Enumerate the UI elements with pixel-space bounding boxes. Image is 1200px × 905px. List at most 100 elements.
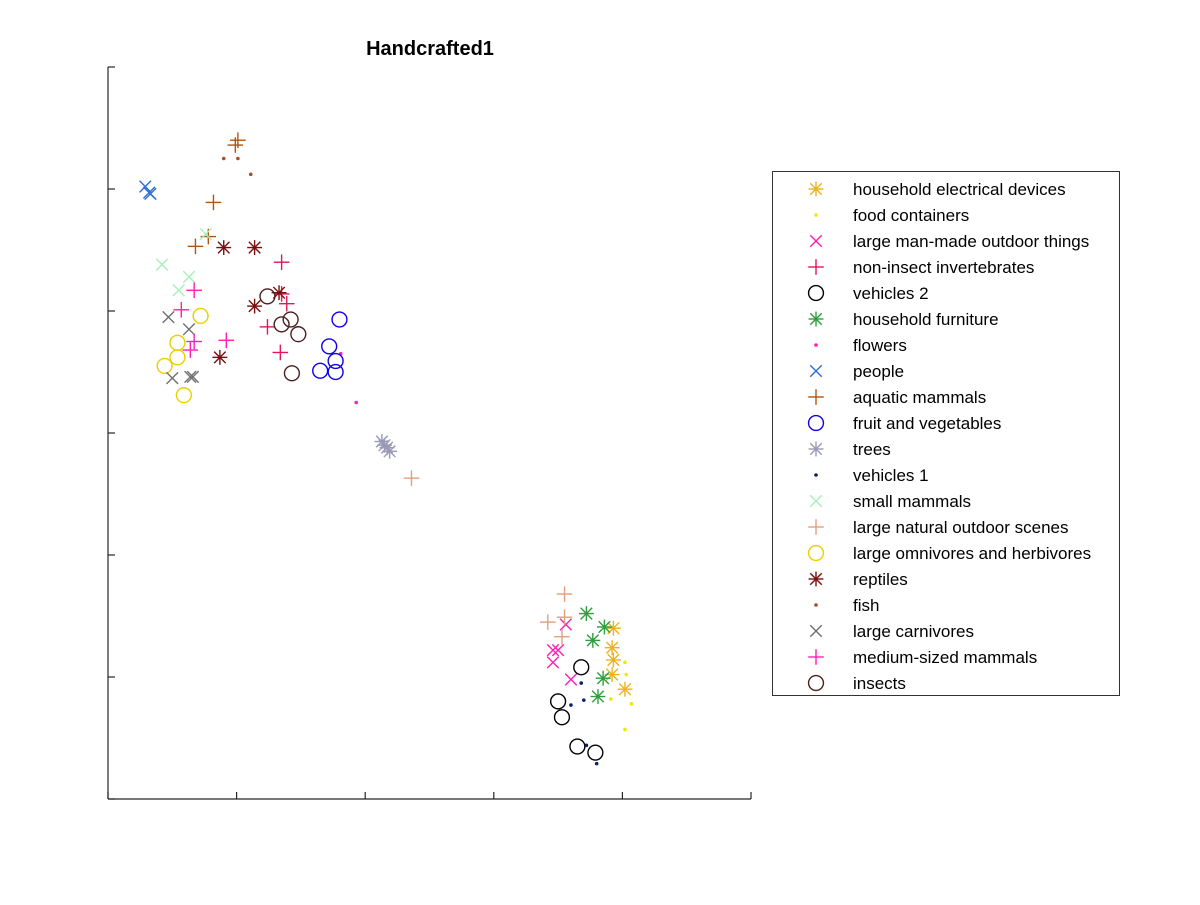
legend-marker	[807, 544, 825, 562]
data-point	[546, 643, 560, 657]
data-point	[175, 387, 193, 404]
data-point	[579, 681, 584, 685]
data-point	[609, 697, 613, 701]
legend-label: vehicles 1	[853, 466, 929, 485]
data-point	[139, 180, 152, 193]
data-point	[186, 333, 202, 350]
legend-item: trees	[773, 436, 1119, 462]
data-point	[549, 693, 567, 710]
chart-title: Handcrafted1	[366, 38, 494, 60]
data-point	[272, 344, 289, 361]
data-point	[327, 352, 344, 370]
legend-item: food containers	[773, 202, 1119, 228]
data-point	[273, 254, 290, 270]
data-point	[379, 440, 395, 456]
legend-item: aquatic mammals	[773, 384, 1119, 410]
data-point	[587, 744, 604, 761]
data-point	[172, 284, 185, 297]
data-point	[278, 295, 295, 312]
data-point	[162, 310, 175, 324]
data-point	[182, 270, 196, 284]
data-point	[273, 286, 290, 302]
data-point	[283, 365, 301, 382]
data-point	[212, 349, 228, 365]
data-point	[540, 614, 556, 630]
data-point	[144, 187, 157, 201]
legend-item: household furniture	[773, 306, 1119, 332]
data-point	[590, 689, 606, 704]
data-point	[556, 586, 573, 602]
legend-label: people	[853, 362, 905, 381]
legend-item: large carnivores	[773, 618, 1119, 644]
data-point	[624, 672, 629, 677]
data-point	[166, 371, 179, 385]
legend-label: large natural outdoor scenes	[853, 518, 1069, 537]
data-point	[290, 326, 307, 343]
legend-label: flowers	[853, 336, 907, 355]
legend-marker	[807, 674, 825, 692]
legend-label: vehicles 2	[853, 284, 929, 303]
legend-item: vehicles 2	[773, 280, 1119, 306]
legend-item: insects	[773, 670, 1119, 696]
legend-label: non-insect invertebrates	[853, 258, 1035, 277]
legend-item: fruit and vegetables	[773, 410, 1119, 436]
legend-marker	[809, 624, 823, 638]
legend-marker	[809, 234, 823, 248]
data-point	[553, 709, 571, 726]
data-point	[182, 342, 199, 358]
legend-item: household electrical devices	[773, 176, 1119, 202]
data-point	[247, 240, 263, 255]
data-point	[192, 307, 209, 325]
data-point	[594, 761, 599, 766]
legend-marker	[814, 343, 818, 347]
data-point	[186, 370, 200, 384]
legend-marker	[807, 414, 825, 432]
data-point	[584, 743, 589, 748]
data-point	[227, 137, 244, 153]
legend-label: large carnivores	[853, 622, 974, 641]
data-points	[139, 132, 634, 766]
data-point	[382, 443, 398, 459]
legend-marker	[807, 284, 825, 302]
data-point	[596, 619, 612, 635]
legend-marker	[814, 603, 818, 607]
data-point	[282, 311, 299, 328]
data-point	[248, 172, 253, 177]
data-point	[604, 640, 620, 656]
legend-item: large omnivores and herbivores	[773, 540, 1119, 566]
data-point	[312, 362, 329, 379]
legend-marker	[808, 571, 824, 587]
legend-item: people	[773, 358, 1119, 384]
legend-label: large man-made outdoor things	[853, 232, 1090, 251]
data-point	[595, 670, 611, 686]
legend-item: fish	[773, 592, 1119, 618]
legend-marker	[808, 441, 824, 457]
data-point	[199, 227, 212, 241]
legend-item: small mammals	[773, 488, 1119, 514]
legend-item: large natural outdoor scenes	[773, 514, 1119, 540]
data-point	[569, 703, 573, 707]
legend-label: fruit and vegetables	[853, 414, 1002, 433]
data-point	[218, 332, 235, 349]
data-point	[155, 258, 169, 271]
legend-item: vehicles 1	[773, 462, 1119, 488]
data-point	[578, 606, 594, 621]
data-point	[184, 370, 197, 384]
legend-marker	[808, 389, 824, 405]
legend-label: small mammals	[853, 492, 972, 511]
legend-label: household furniture	[853, 310, 999, 329]
legend-marker	[809, 494, 823, 508]
data-point	[546, 656, 560, 669]
legend: household electrical devices food contain…	[772, 171, 1120, 696]
data-point	[569, 738, 586, 755]
legend-label: food containers	[853, 206, 970, 225]
data-point	[173, 301, 190, 318]
legend-label: fish	[853, 596, 880, 615]
legend-marker	[808, 181, 824, 197]
legend-label: household electrical devices	[853, 180, 1066, 199]
data-point	[273, 316, 290, 333]
legend-label: aquatic mammals	[853, 388, 987, 407]
legend-item: medium-sized mammals	[773, 644, 1119, 670]
data-point	[582, 698, 586, 702]
